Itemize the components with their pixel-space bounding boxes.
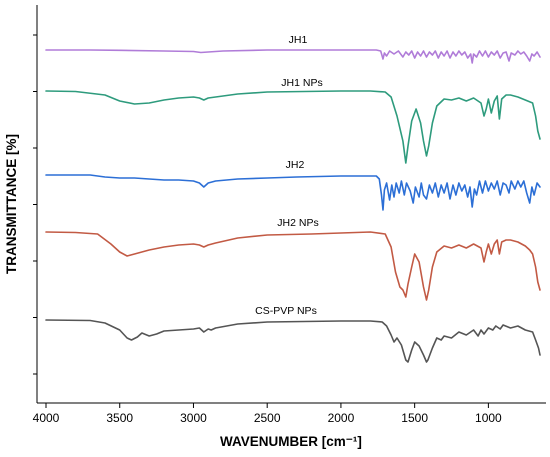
series-label: JH1 NPs [281, 77, 322, 89]
x-tick-label: 3500 [106, 411, 133, 425]
x-tick-label: 2000 [328, 411, 355, 425]
series-label: JH2 [286, 159, 305, 171]
series-group [45, 49, 541, 363]
x-axis-title: WAVENUMBER [cm⁻¹] [220, 434, 362, 449]
x-tick-label: 3000 [180, 411, 207, 425]
series-label: JH1 [289, 34, 308, 46]
x-tick-label: 4000 [33, 411, 60, 425]
series-label: CS-PVP NPs [255, 305, 317, 317]
y-axis-title: TRANSMITTANCE [%] [4, 134, 19, 274]
series-line-jh2 [45, 174, 541, 211]
series-labels: JH1 JH1 NPs JH2 JH2 NPs CS-PVP NPs [255, 34, 323, 317]
series-line-jh1 [45, 49, 541, 64]
x-ticks: 4000 3500 3000 2500 2000 1500 1000 [33, 403, 502, 425]
series-line-jh1-nps [45, 90, 541, 164]
x-tick-label: 2500 [254, 411, 281, 425]
series-line-jh2-nps [45, 231, 541, 301]
x-tick-label: 1000 [475, 411, 502, 425]
y-ticks [33, 34, 37, 375]
series-label: JH2 NPs [277, 217, 318, 229]
x-tick-label: 1500 [401, 411, 428, 425]
series-line-cs-pvp-nps [45, 319, 541, 363]
plot-area [36, 5, 546, 404]
